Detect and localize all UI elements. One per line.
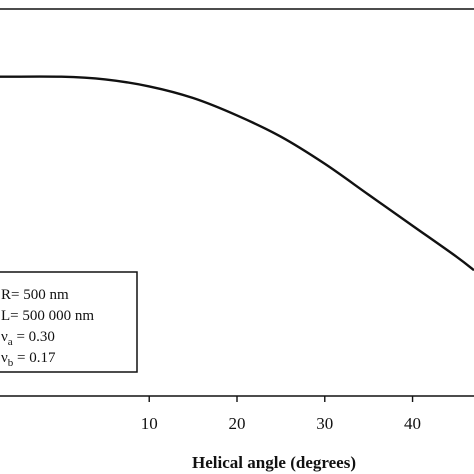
series-line <box>0 75 474 272</box>
x-axis-title: Helical angle (degrees) <box>192 453 356 472</box>
x-tick-label: 10 <box>141 414 158 433</box>
legend: R= 500 nm L= 500 000 nm νa = 0.30 νb = 0.17 <box>0 271 138 373</box>
legend-entry: L= 500 000 nm <box>1 308 94 324</box>
legend-entry: νb = 0.17 <box>1 350 56 369</box>
legend-box <box>0 271 138 373</box>
x-tick-label: 40 <box>404 414 421 433</box>
x-tick-label: 20 <box>229 414 246 433</box>
legend-entry: νa = 0.30 <box>1 329 55 348</box>
series-group <box>0 75 474 272</box>
legend-entry: R= 500 nm <box>1 287 69 303</box>
x-axis-ticks: 10 20 30 40 <box>141 396 421 433</box>
x-tick-label: 30 <box>316 414 333 433</box>
